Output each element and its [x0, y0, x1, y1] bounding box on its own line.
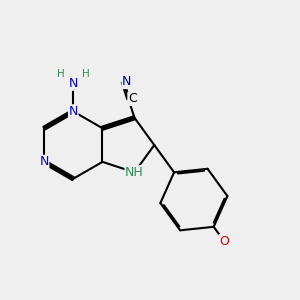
Text: H: H	[56, 69, 64, 79]
Text: N: N	[69, 77, 78, 90]
Text: C: C	[128, 92, 137, 105]
Text: NH: NH	[125, 166, 144, 179]
Text: N: N	[69, 105, 78, 118]
Text: N: N	[39, 155, 49, 168]
Text: O: O	[219, 235, 229, 248]
Text: H: H	[82, 69, 90, 79]
Text: N: N	[122, 76, 131, 88]
